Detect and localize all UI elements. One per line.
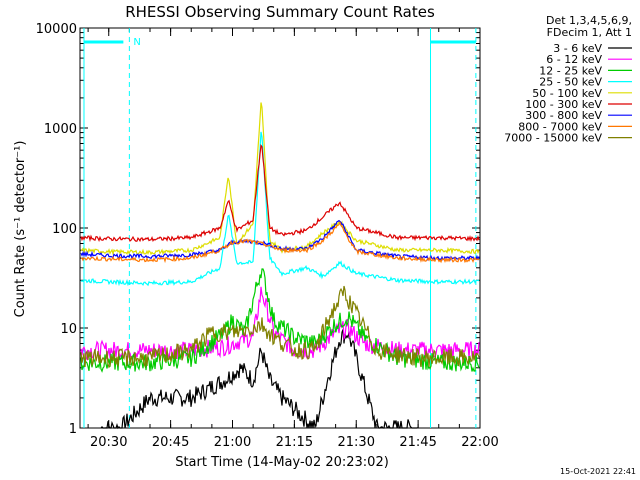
x-tick-label: 20:30 bbox=[90, 435, 127, 450]
x-tick-label: 20:45 bbox=[152, 435, 189, 450]
legend-label: 800 - 7000 keV bbox=[518, 120, 602, 133]
chart-title: RHESSI Observing Summary Count Rates bbox=[125, 3, 435, 21]
legend-header: FDecim 1, Att 1 bbox=[547, 26, 632, 39]
legend: Det 1,3,4,5,6,9,FDecim 1, Att 1 3 - 6 keV… bbox=[504, 14, 632, 145]
x-tick-label: 21:45 bbox=[399, 435, 436, 450]
y-tick-label: 1 bbox=[69, 422, 77, 437]
y-tick-label: 10 bbox=[60, 322, 77, 337]
legend-label: 12 - 25 keV bbox=[539, 64, 602, 77]
legend-label: 7000 - 15000 keV bbox=[504, 132, 602, 145]
series-line bbox=[80, 285, 480, 369]
series-lines bbox=[80, 102, 480, 430]
x-axis-label: Start Time (14-May-02 20:23:02) bbox=[175, 455, 389, 470]
y-axis-label: Count Rate (s⁻¹ detector⁻¹) bbox=[13, 141, 28, 318]
plot-border bbox=[79, 27, 481, 429]
series-line bbox=[100, 329, 419, 430]
series-line bbox=[80, 144, 480, 243]
legend-label: 100 - 300 keV bbox=[525, 98, 602, 111]
timestamp: 15-Oct-2021 22:41 bbox=[560, 467, 636, 476]
y-tick-label: 1000 bbox=[44, 122, 77, 137]
y-tick-label: 100 bbox=[52, 222, 77, 237]
plot-frame bbox=[79, 27, 481, 429]
y-tick-label: 10000 bbox=[36, 22, 77, 37]
legend-label: 3 - 6 keV bbox=[553, 42, 602, 55]
series-line bbox=[80, 102, 480, 256]
x-tick-label: 21:15 bbox=[276, 435, 313, 450]
axis-ticks: 20:30 20:45 21:00 21:15 21:30 21:45 22:00 1 10 10… bbox=[36, 22, 499, 450]
legend-label: 6 - 12 keV bbox=[546, 53, 602, 66]
series-line bbox=[80, 131, 480, 287]
series-line bbox=[80, 221, 480, 264]
series-line bbox=[80, 219, 480, 262]
x-tick-label: 21:00 bbox=[214, 435, 251, 450]
legend-label: 300 - 800 keV bbox=[525, 109, 602, 122]
x-tick-label: 21:30 bbox=[338, 435, 375, 450]
legend-label: 25 - 50 keV bbox=[539, 76, 602, 89]
legend-label: 50 - 100 keV bbox=[532, 87, 602, 100]
attenuator-label: N bbox=[133, 37, 140, 48]
legend-header: Det 1,3,4,5,6,9, bbox=[546, 14, 632, 27]
series-line bbox=[80, 286, 480, 362]
x-tick-label: 22:00 bbox=[461, 435, 498, 450]
